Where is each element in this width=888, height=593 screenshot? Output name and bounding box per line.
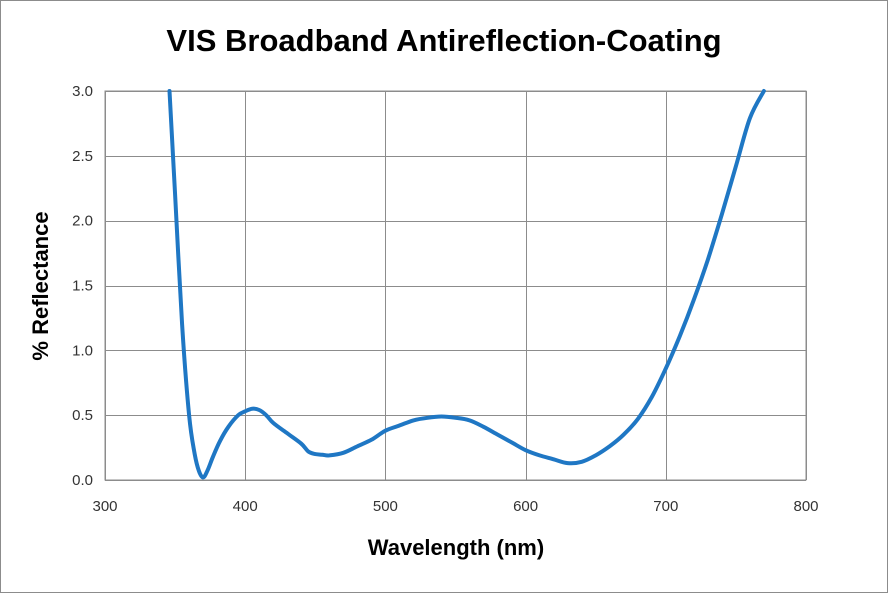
y-tick-label: 0.5 <box>72 407 93 424</box>
y-tick-label: 1.0 <box>72 342 93 359</box>
x-tick-label: 800 <box>793 498 818 515</box>
x-tick-label: 600 <box>513 498 538 515</box>
y-tick-label: 2.0 <box>72 213 93 230</box>
tick-labels: 300 400 500 600 700 800 0.0 0.5 1.0 1.5 2.0 2.5 3.0 <box>72 83 818 515</box>
reflectance-series-line <box>167 89 766 480</box>
x-tick-label: 700 <box>653 498 678 515</box>
x-tick-label: 400 <box>233 498 258 515</box>
grid <box>104 90 807 481</box>
y-tick-label: 0.0 <box>72 472 93 489</box>
chart-title: VIS Broadband Antireflection-Coating <box>166 23 721 58</box>
y-axis-title: % Reflectance <box>28 211 53 360</box>
x-tick-label: 300 <box>92 498 117 515</box>
x-axis-title: Wavelength (nm) <box>368 535 544 560</box>
y-tick-label: 1.5 <box>72 278 93 295</box>
y-tick-label: 2.5 <box>72 148 93 165</box>
series-layer <box>167 89 766 480</box>
y-tick-label: 3.0 <box>72 83 93 100</box>
x-tick-label: 500 <box>373 498 398 515</box>
